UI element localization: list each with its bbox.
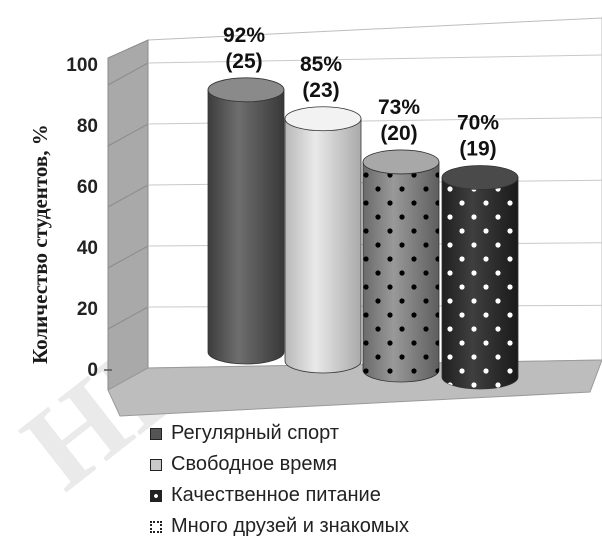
bars	[207, 77, 519, 390]
data-labels: 92% (25) 85% (23) 73% (20) 70% (19)	[223, 24, 499, 161]
y-tick-label: 20	[77, 299, 98, 320]
legend-swatch	[150, 427, 162, 440]
data-label-count: (25)	[225, 50, 262, 73]
floor	[107, 359, 602, 417]
legend-label: Качественное питание	[171, 484, 381, 506]
legend-item-sport: Регулярный спорт	[150, 418, 409, 449]
bar-pattern	[442, 177, 518, 389]
data-label-percent: 92%	[223, 24, 265, 47]
bar-top	[441, 165, 519, 190]
y-tick-label: 60	[77, 177, 98, 198]
bar-top	[362, 149, 440, 175]
data-label-count: (19)	[459, 138, 496, 161]
bar-body	[207, 89, 285, 365]
y-tick-label: 100	[66, 55, 98, 76]
data-label-percent: 85%	[300, 53, 342, 76]
y-tick-label: 0	[87, 360, 98, 381]
legend-item-friends: Много друзей и знакомых	[150, 511, 409, 542]
bar-top	[284, 106, 362, 132]
legend-label: Регулярный спорт	[171, 422, 340, 444]
legend-label: Свободное время	[171, 453, 338, 475]
bar-cylinder	[284, 106, 362, 374]
y-axis-label: Количество студентов, %	[28, 124, 52, 364]
bar-cylinder	[362, 149, 440, 383]
bar-pattern	[363, 161, 439, 382]
y-tick-label: 80	[77, 116, 98, 137]
bar-cylinder	[441, 165, 519, 390]
data-label-percent: 70%	[457, 112, 499, 135]
y-tick-label: 40	[77, 238, 98, 259]
gridline-side	[107, 306, 149, 330]
legend-item-nutrition: Качественное питание	[150, 480, 409, 511]
data-label-count: (20)	[380, 122, 417, 145]
data-label-percent: 73%	[378, 96, 420, 119]
gridline-side	[107, 62, 149, 86]
bar-body	[284, 118, 362, 374]
bar-cylinder	[207, 77, 285, 365]
gridline-side	[107, 245, 149, 269]
legend-item-free-time: Свободное время	[150, 449, 409, 480]
y-axis-ticks: 0 20 40 60 80 100	[66, 55, 112, 381]
legend-label: Много друзей и знакомых	[171, 515, 410, 537]
gridline	[147, 54, 602, 64]
gridline-side	[107, 184, 149, 208]
gridline-side	[107, 123, 149, 147]
data-label-count: (23)	[302, 79, 339, 102]
bar-top	[207, 77, 285, 103]
legend: Регулярный спорт Свободное время Качеств…	[150, 418, 409, 542]
legend-swatch	[150, 458, 162, 471]
legend-swatch	[150, 489, 162, 502]
side-wall	[107, 39, 149, 391]
legend-swatch	[150, 520, 162, 533]
